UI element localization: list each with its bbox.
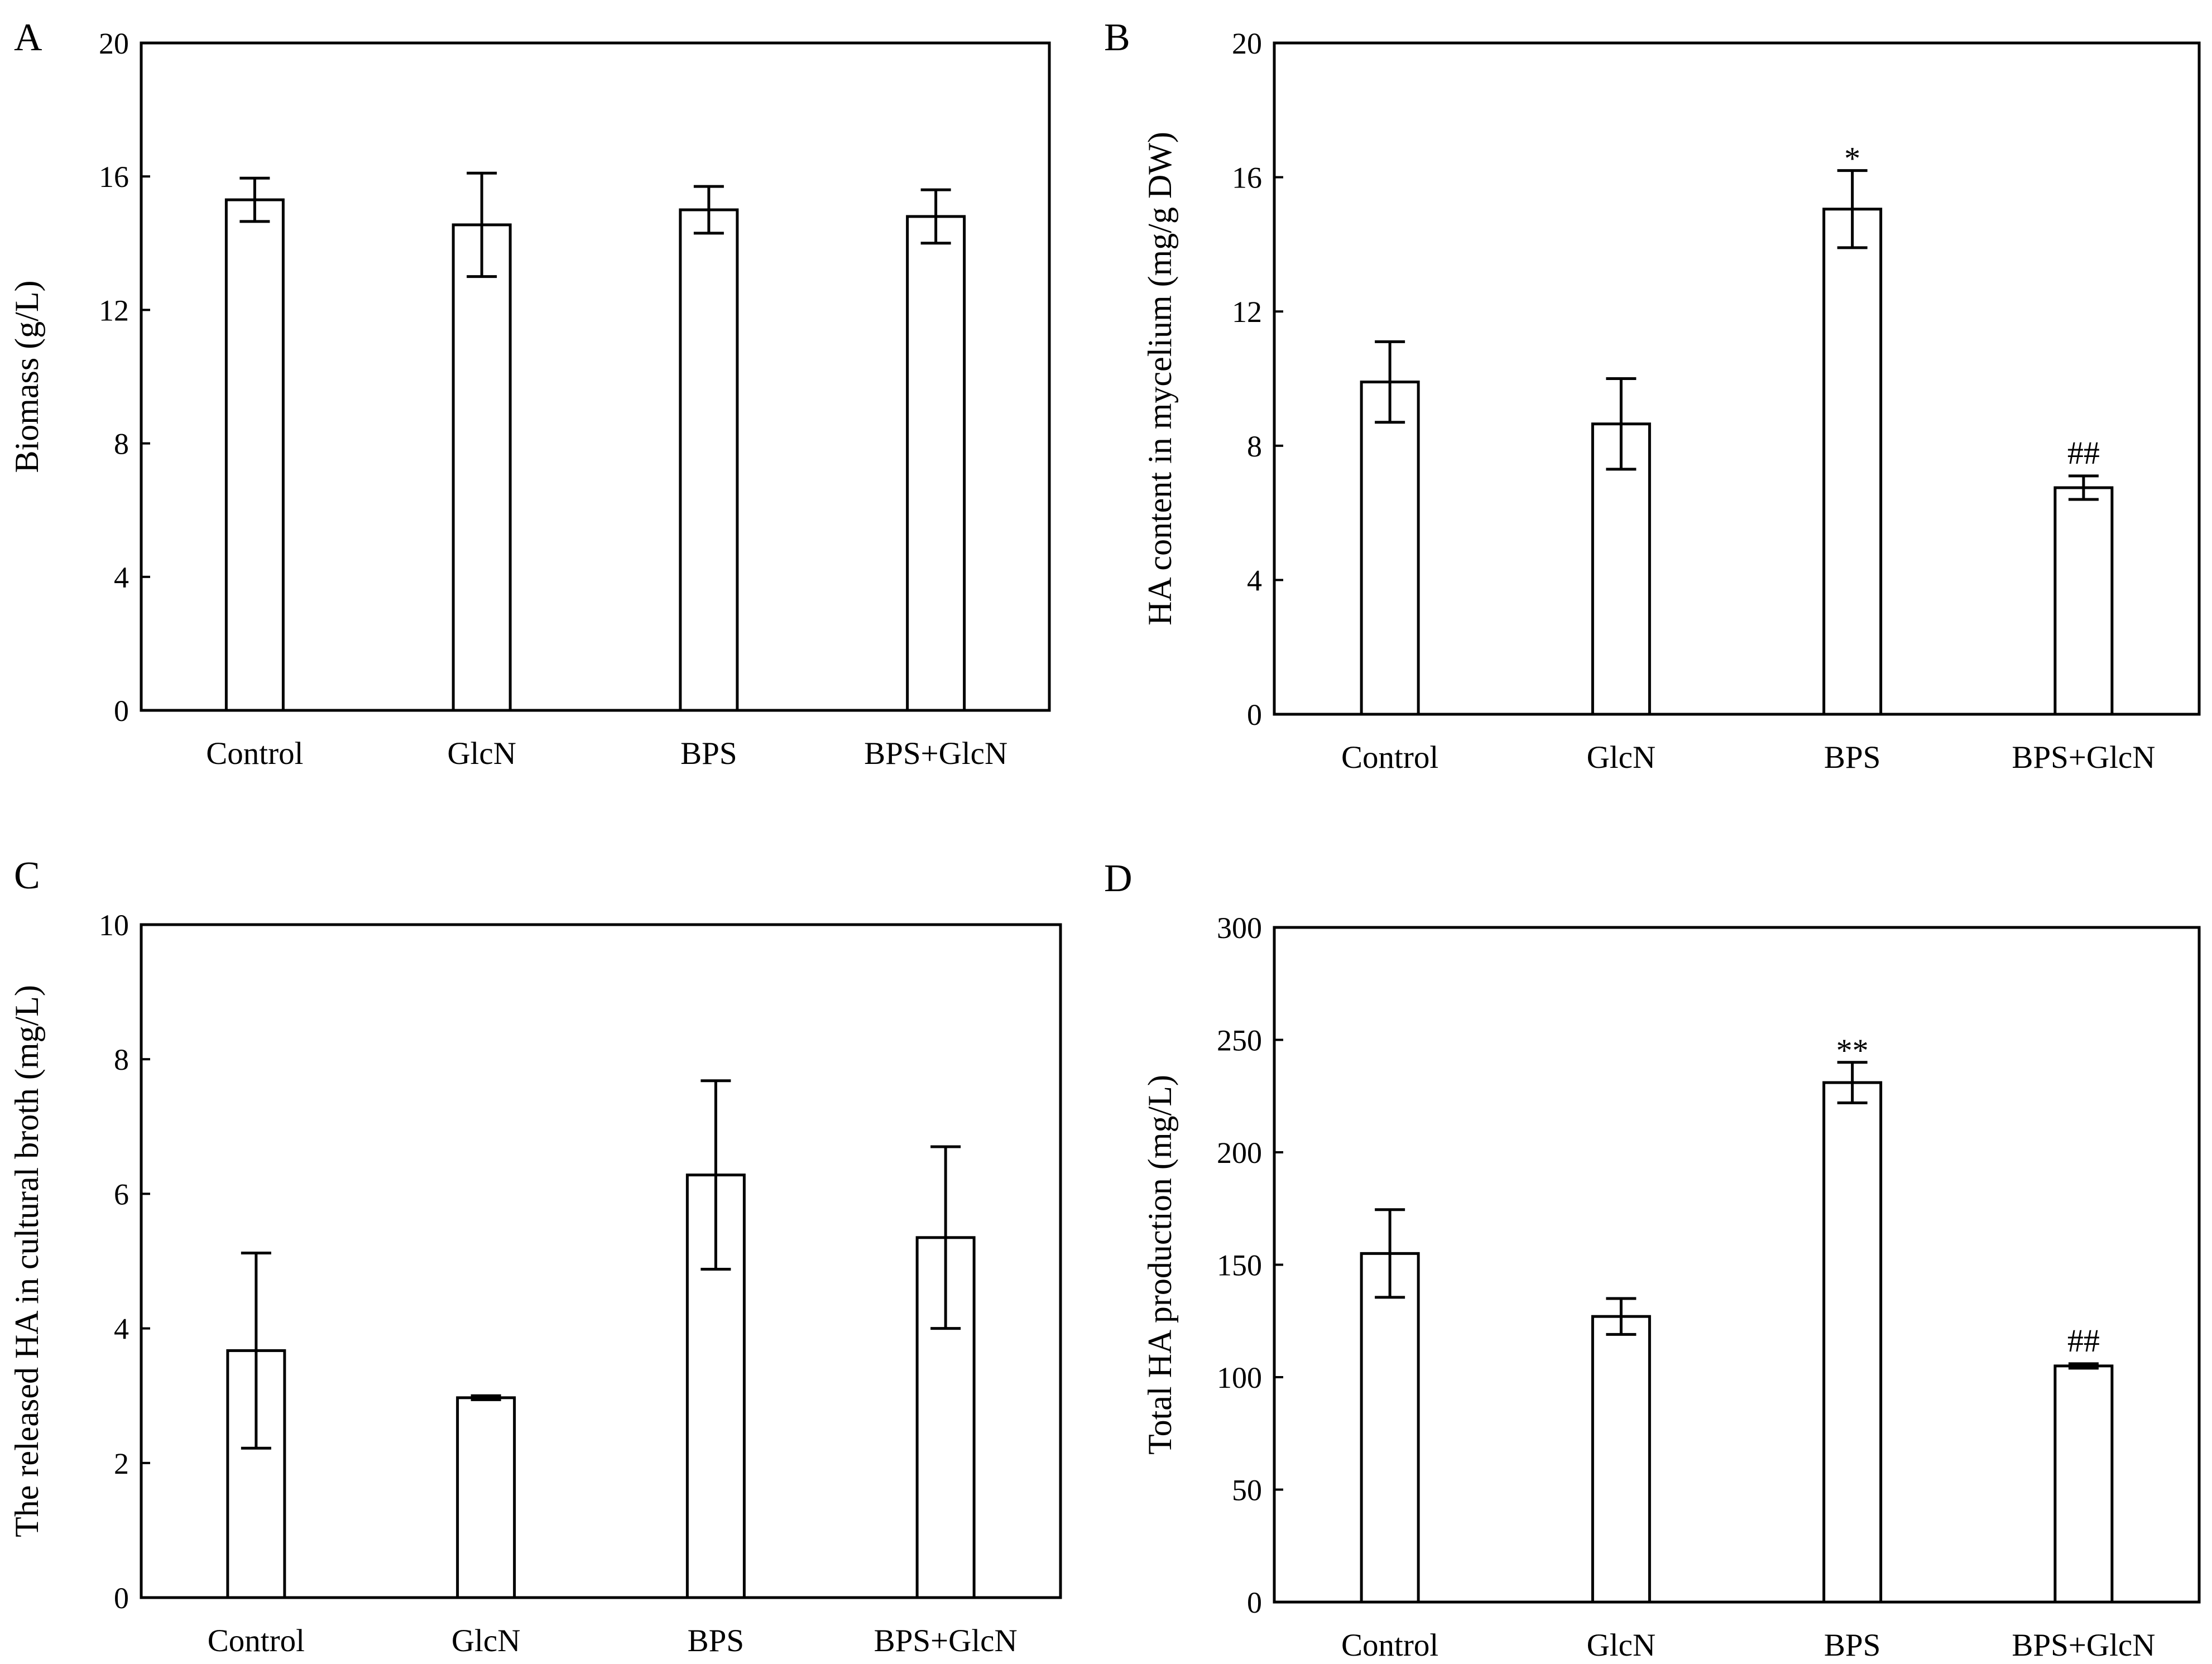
significance-mark: * — [1844, 141, 1860, 177]
y-tick-label: 0 — [1247, 1586, 1262, 1619]
y-tick-label: 12 — [99, 294, 129, 327]
x-category-label: GlcN — [1587, 1628, 1656, 1663]
y-tick-label: 6 — [114, 1177, 129, 1211]
x-category-label: Control — [1341, 740, 1438, 775]
y-tick-label: 20 — [99, 27, 129, 60]
y-tick-label: 50 — [1232, 1474, 1262, 1507]
y-tick-label: 16 — [99, 160, 129, 194]
plot-frame — [140, 923, 1062, 1599]
x-category-label: Control — [1341, 1628, 1438, 1663]
y-tick-label: 300 — [1217, 911, 1262, 945]
y-tick-label: 250 — [1217, 1024, 1262, 1057]
bar-control — [1360, 1252, 1420, 1604]
y-tick-label: 0 — [114, 1581, 129, 1615]
bar-glcn — [456, 1396, 516, 1599]
y-tick-label: 2 — [114, 1447, 129, 1480]
plot-frame — [140, 41, 1051, 712]
x-category-label: BPS — [1824, 740, 1880, 775]
y-tick-label: 0 — [1247, 698, 1262, 732]
x-category-label: BPS — [688, 1623, 744, 1658]
y-tick-label: 12 — [1232, 295, 1262, 329]
y-axis-title: Biomass (g/L) — [8, 281, 45, 473]
x-category-label: BPS — [680, 736, 737, 771]
x-category-label: GlcN — [1587, 740, 1656, 775]
plot-frame — [1273, 41, 2201, 716]
y-axis-title: HA content in mycelium (mg/g DW) — [1141, 132, 1178, 626]
y-tick-label: 200 — [1217, 1136, 1262, 1170]
panel-a: A 0 4 8 12 16 20 Biomass (g/L) Control GlcN BPS BPS… — [8, 16, 1051, 771]
panel-c: C 0 2 4 6 8 10 The released HA in cultural brot… — [8, 854, 1062, 1658]
significance-mark: ** — [1836, 1032, 1869, 1069]
x-category-label: BPS+GlcN — [2012, 740, 2155, 775]
x-category-label: GlcN — [452, 1623, 520, 1658]
x-category-label: Control — [208, 1623, 305, 1658]
bar-bps — [1822, 1081, 1883, 1604]
x-category-label: BPS+GlcN — [864, 736, 1007, 771]
bar-glcn — [452, 223, 512, 712]
y-axis-title: The released HA in cultural broth (mg/L) — [8, 985, 45, 1537]
panel-letter: B — [1104, 16, 1130, 59]
bar-bps-plus-glcn — [2053, 1364, 2114, 1604]
y-tick-label: 8 — [114, 1043, 129, 1076]
x-category-label: GlcN — [447, 736, 516, 771]
bar-bps-plus-glcn — [906, 215, 966, 712]
y-axis-title: Total HA production (mg/L) — [1141, 1075, 1178, 1455]
bar-bps — [1822, 208, 1883, 716]
significance-mark: ## — [2067, 435, 2100, 471]
x-category-label: BPS+GlcN — [874, 1623, 1018, 1658]
significance-mark: ## — [2067, 1322, 2100, 1359]
y-tick-label: 8 — [114, 427, 129, 461]
bar-bps-plus-glcn — [2053, 486, 2114, 716]
y-tick-label: 150 — [1217, 1249, 1262, 1282]
y-tick-label: 4 — [114, 1312, 129, 1346]
panel-letter: C — [14, 854, 40, 897]
panel-letter: D — [1104, 857, 1133, 900]
x-category-label: Control — [206, 736, 303, 771]
y-tick-label: 0 — [114, 694, 129, 728]
bar-control — [224, 198, 285, 712]
y-tick-label: 4 — [1247, 564, 1262, 597]
panel-letter: A — [14, 16, 42, 59]
panel-d: D 0 50 100 150 200 250 300 Total HA production (… — [1104, 857, 2201, 1663]
bar-bps — [679, 208, 739, 712]
bar-control — [1360, 381, 1420, 716]
panel-b: B 0 4 8 12 16 20 HA content in mycelium (mg/g D… — [1104, 16, 2201, 775]
y-tick-label: 100 — [1217, 1361, 1262, 1394]
y-tick-label: 10 — [99, 908, 129, 942]
x-category-label: BPS+GlcN — [2012, 1628, 2155, 1663]
y-tick-label: 8 — [1247, 430, 1262, 463]
y-tick-label: 4 — [114, 561, 129, 594]
bar-glcn — [1591, 1315, 1651, 1604]
x-category-label: BPS — [1824, 1628, 1880, 1663]
y-tick-label: 16 — [1232, 161, 1262, 195]
y-tick-label: 20 — [1232, 27, 1262, 60]
